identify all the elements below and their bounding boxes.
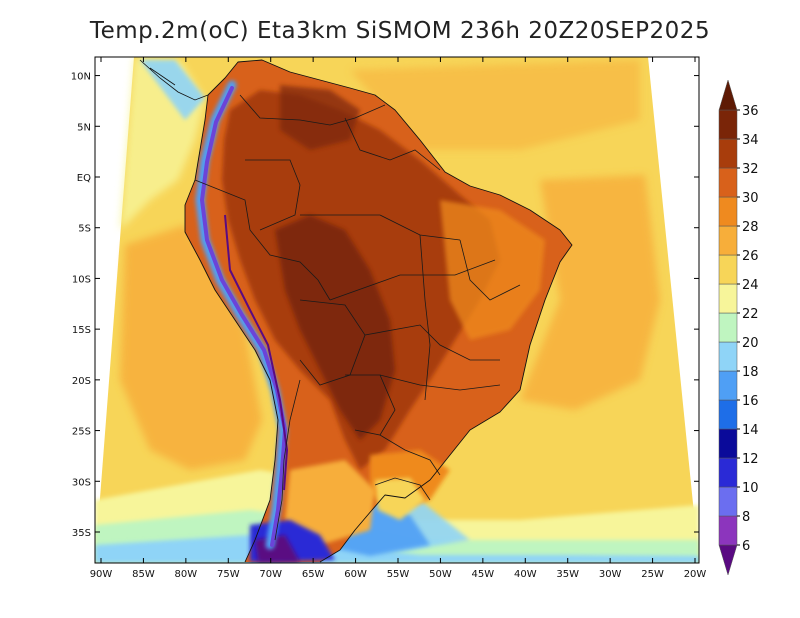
country-borders bbox=[194, 94, 521, 541]
colorbar-bin bbox=[718, 457, 738, 488]
colorbar-label: 8 bbox=[742, 510, 750, 525]
border-venezuela bbox=[239, 94, 386, 126]
colorbar-label: 26 bbox=[742, 249, 759, 264]
lon-tick-label: 80W bbox=[175, 569, 198, 580]
map-title: Temp.2m(oC) Eta3km SiSMOM 236h 20Z20SEP2… bbox=[89, 18, 711, 44]
lon-tick-label: 35W bbox=[556, 569, 579, 580]
northeast-warm-zone bbox=[440, 200, 545, 340]
colorbar-label: 18 bbox=[742, 365, 759, 380]
border-brazil-states-5 bbox=[419, 234, 431, 401]
colorbar-bin bbox=[718, 515, 738, 546]
colorbar-label: 32 bbox=[742, 162, 759, 177]
colorbar-bin bbox=[718, 167, 738, 198]
colorbar-label: 22 bbox=[742, 307, 759, 322]
border-colombia-brazil bbox=[245, 159, 301, 231]
lon-tick-label: 45W bbox=[472, 569, 495, 580]
border-argentina-chile bbox=[274, 379, 301, 541]
border-uruguay bbox=[374, 477, 431, 501]
lat-tick-label: 20S bbox=[72, 376, 91, 387]
lon-tick-label: 65W bbox=[302, 569, 325, 580]
border-peru-brazil bbox=[249, 229, 331, 301]
border-paraguay bbox=[345, 374, 396, 436]
colorbar-bin bbox=[718, 138, 738, 169]
colorbar-bin bbox=[718, 399, 738, 430]
hottest-zone bbox=[275, 215, 395, 440]
colorbar-bin bbox=[718, 312, 738, 343]
colorbar-label: 6 bbox=[742, 539, 750, 554]
colorbar-bin bbox=[718, 283, 738, 314]
border-brazil-states-2 bbox=[329, 259, 496, 301]
colorbar-label: 34 bbox=[742, 133, 759, 148]
colorbar-label: 30 bbox=[742, 191, 759, 206]
colorbar-label: 14 bbox=[742, 423, 759, 438]
colorbar-label: 28 bbox=[742, 220, 759, 235]
colorbar: 6 8 10 12 14 16 18 20 22 24 26 28 30 32 34 36 bbox=[718, 79, 759, 576]
central-america-coast bbox=[139, 59, 209, 101]
border-brazil-states-1 bbox=[300, 214, 461, 241]
colorbar-bin bbox=[718, 486, 738, 517]
colorbar-bin bbox=[718, 79, 738, 111]
lon-tick-label: 60W bbox=[344, 569, 367, 580]
colorbar-label: 20 bbox=[742, 336, 759, 351]
colorbar-bin bbox=[718, 370, 738, 401]
pacific-warm-zone bbox=[120, 225, 262, 470]
lon-tick-label: 20W bbox=[684, 569, 707, 580]
lon-tick-label: 90W bbox=[90, 569, 113, 580]
caribbean-warm-zone bbox=[350, 60, 640, 150]
longitude-axis: 90W 85W 80W 75W 70W 65W 60W 55W 50W 45W 40W 35W 30W 2… bbox=[90, 57, 707, 580]
colorbar-label: 16 bbox=[742, 394, 759, 409]
guiana-hot-zone bbox=[280, 85, 360, 150]
latitude-axis: 10N 5N EQ 5S 10S 15S 20S 25S 30S 35S bbox=[71, 72, 699, 539]
border-argentina-brazil bbox=[379, 434, 441, 476]
lat-tick-label: 10N bbox=[71, 72, 91, 83]
border-brazil-states-3 bbox=[364, 324, 500, 361]
colorbar-bin bbox=[718, 225, 738, 256]
map-frame bbox=[94, 56, 700, 564]
lat-tick-label: EQ bbox=[77, 173, 91, 184]
colorbar-label: 36 bbox=[742, 104, 759, 119]
lat-tick-label: 25S bbox=[72, 427, 91, 438]
border-ecuador-peru bbox=[194, 179, 251, 231]
lon-tick-label: 55W bbox=[387, 569, 410, 580]
colorbar-bin bbox=[718, 109, 738, 140]
lon-tick-label: 25W bbox=[641, 569, 664, 580]
colorbar-label: 24 bbox=[742, 278, 759, 293]
pampas-zone bbox=[285, 460, 375, 545]
border-bolivia bbox=[299, 299, 366, 386]
lat-tick-label: 5N bbox=[77, 122, 91, 133]
colorbar-label: 12 bbox=[742, 452, 759, 467]
andes-coldest-strip bbox=[200, 86, 287, 547]
lat-tick-label: 15S bbox=[72, 325, 91, 336]
south-cold-band bbox=[95, 535, 699, 563]
border-guianas bbox=[344, 117, 441, 171]
colorbar-bin bbox=[718, 254, 738, 285]
colorbar-bin bbox=[718, 544, 738, 576]
coastline bbox=[184, 59, 573, 563]
colorbar-label: 10 bbox=[742, 481, 759, 496]
lon-tick-label: 40W bbox=[514, 569, 537, 580]
colorbar-bin bbox=[718, 341, 738, 372]
lat-tick-label: 30S bbox=[72, 477, 91, 488]
lon-tick-label: 70W bbox=[259, 569, 282, 580]
lon-tick-label: 30W bbox=[599, 569, 622, 580]
lon-tick-label: 75W bbox=[217, 569, 240, 580]
lat-tick-label: 10S bbox=[72, 274, 91, 285]
uruguay-zone bbox=[375, 478, 425, 520]
lon-tick-label: 50W bbox=[429, 569, 452, 580]
lon-tick-label: 85W bbox=[132, 569, 155, 580]
colorbar-bin bbox=[718, 428, 738, 459]
border-brazil-states-4 bbox=[379, 374, 501, 391]
lat-tick-label: 35S bbox=[72, 528, 91, 539]
andes-high-strip bbox=[224, 214, 288, 491]
border-brazil-states-6 bbox=[459, 239, 521, 301]
colorbar-bin bbox=[718, 196, 738, 227]
lat-tick-label: 5S bbox=[78, 224, 91, 235]
